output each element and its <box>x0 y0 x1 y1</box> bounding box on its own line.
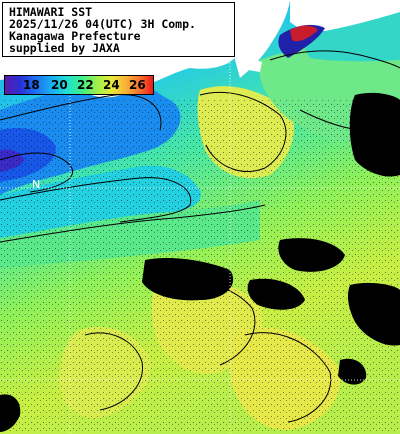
bay-warm-spot <box>290 25 318 42</box>
land-boso <box>290 0 400 32</box>
legend-label-18: 18 <box>23 78 40 92</box>
legend-label-22: 22 <box>77 78 94 92</box>
map-title-box: HIMAWARI SST 2025/11/26 04(UTC) 3H Comp.… <box>2 2 235 57</box>
latitude-label: N <box>32 178 41 191</box>
title-line-3: Kanagawa Prefecture <box>9 29 141 43</box>
island <box>248 58 262 72</box>
legend-label-20: 20 <box>51 78 68 92</box>
title-line-1: HIMAWARI SST <box>9 5 93 19</box>
title-line-4: supplied by JAXA <box>9 41 120 55</box>
legend-label-26: 26 <box>129 78 146 92</box>
cyan-region-east <box>300 15 400 62</box>
legend-label-24: 24 <box>103 78 120 92</box>
isotherm-contours <box>0 50 400 423</box>
temperature-legend: 18 20 22 24 26 <box>4 75 154 95</box>
title-line-2: 2025/11/26 04(UTC) 3H Comp. <box>9 17 196 31</box>
land-miura <box>235 0 290 78</box>
noise-texture <box>0 100 400 434</box>
